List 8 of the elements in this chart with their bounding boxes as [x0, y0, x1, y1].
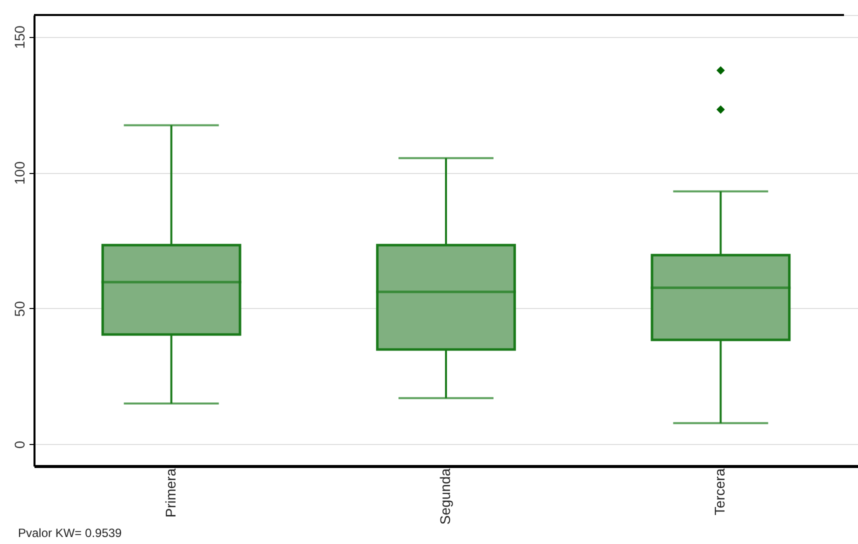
x-tick-label: Primera — [162, 468, 178, 518]
text: Pvalor KW= 0.9539 — [18, 526, 122, 540]
x-tick-label: Segunda — [437, 468, 453, 525]
y-tick-label: 50 — [12, 300, 28, 317]
y-tick-label: 100 — [12, 161, 28, 185]
y-tick-label: 0 — [12, 440, 28, 449]
y-tick-label: 150 — [12, 25, 28, 49]
x-tick-label: Tercera — [712, 468, 728, 516]
